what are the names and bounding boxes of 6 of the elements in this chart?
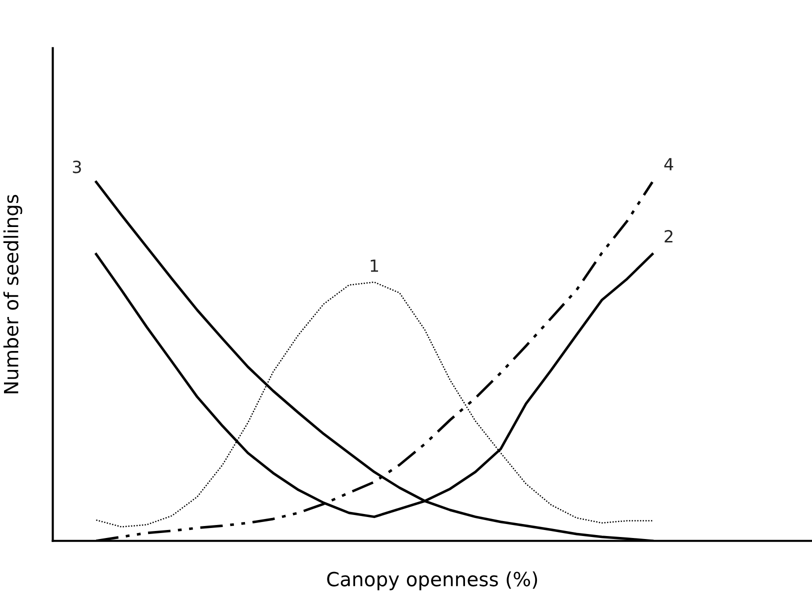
series-label: 1 — [370, 260, 378, 272]
series-label: 3 — [72, 160, 81, 174]
series-label: 2 — [664, 230, 672, 242]
series-label: 4 — [664, 158, 674, 170]
y-axis-title: Number of seedlings — [3, 194, 22, 394]
x-axis-title: Canopy openness (%) — [327, 571, 538, 590]
